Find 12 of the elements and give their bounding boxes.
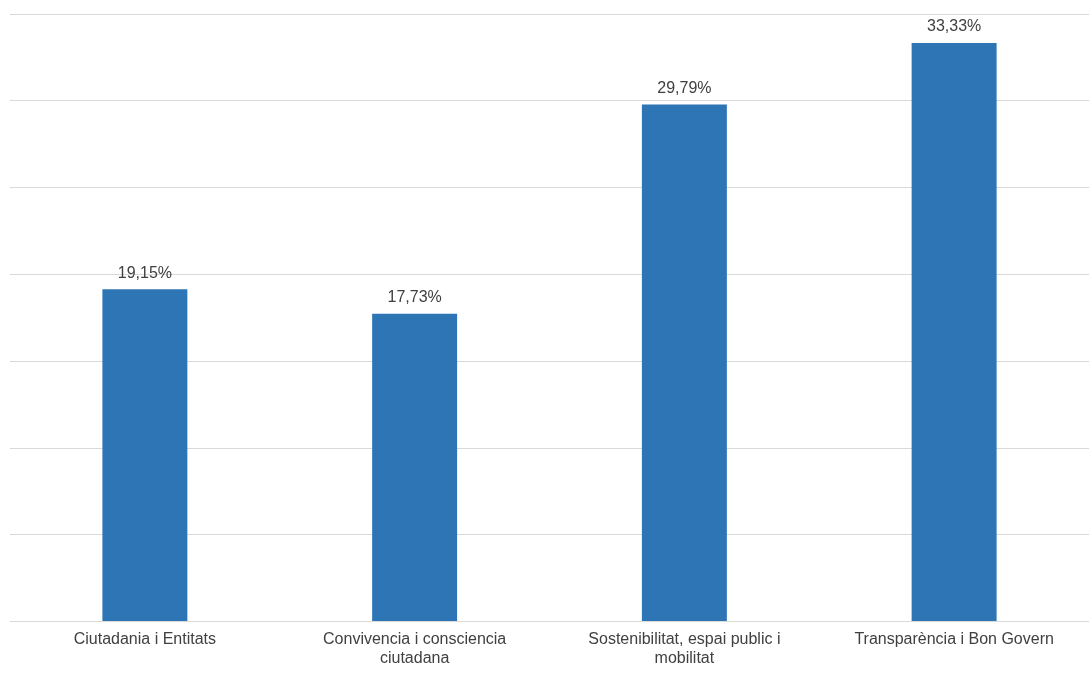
x-tick-label: Ciutadania i Entitats <box>73 629 217 647</box>
x-tick-label: Convivencia i consciencia ciutadana <box>323 629 507 666</box>
data-label: 33,33% <box>926 17 982 35</box>
bar <box>911 42 997 622</box>
x-tick-label: Transparència i Bon Govern <box>854 629 1054 647</box>
bar <box>641 104 727 622</box>
bar <box>102 289 188 622</box>
bar <box>372 313 458 622</box>
data-label: 29,79% <box>657 78 712 96</box>
x-tick-label: Sostenibilitat, espai public i mobilitat <box>588 629 781 666</box>
data-label: 19,15% <box>117 263 173 281</box>
data-label: 17,73% <box>387 288 442 306</box>
